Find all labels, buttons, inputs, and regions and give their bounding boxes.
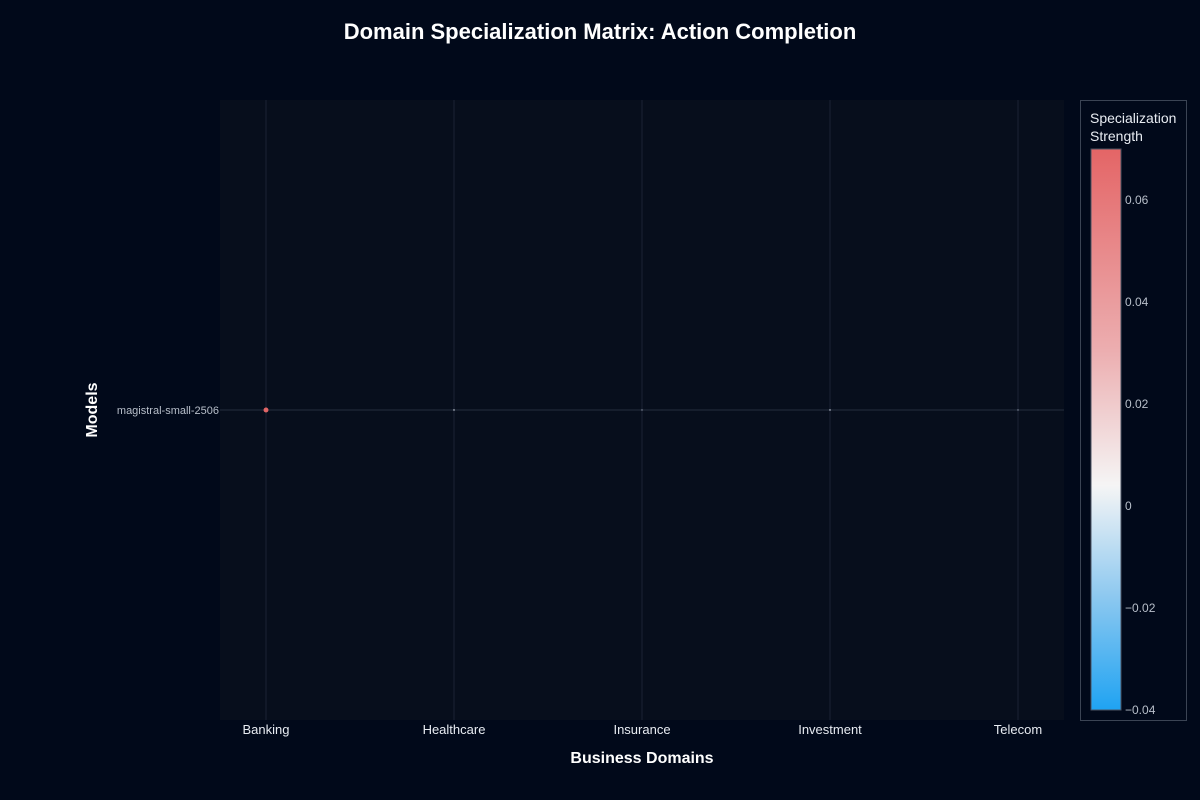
chart-title: Domain Specialization Matrix: Action Com… xyxy=(344,19,857,44)
x-axis-ticks: Banking Healthcare Insurance Investment Tele… xyxy=(243,722,1043,737)
colorbar-frame xyxy=(1080,100,1187,721)
x-axis-title: Business Domains xyxy=(570,750,713,767)
colorbar-tick-label: 0.04 xyxy=(1125,295,1149,309)
x-tick-label: Healthcare xyxy=(423,722,486,737)
data-point xyxy=(453,409,455,411)
x-tick-label: Insurance xyxy=(613,722,670,737)
x-tick-label: Banking xyxy=(243,722,290,737)
y-axis-ticks: magistral-small-2506 xyxy=(117,405,219,417)
data-point xyxy=(263,407,269,413)
colorbar-tick-label: 0.02 xyxy=(1125,397,1149,411)
colorbar-title-line-2: Strength xyxy=(1090,128,1143,144)
x-tick-label: Investment xyxy=(798,722,862,737)
colorbar-tick-label: −0.04 xyxy=(1125,703,1156,717)
data-point xyxy=(829,409,831,411)
colorbar-ticks: 0.06 0.04 0.02 0 −0.02 −0.04 xyxy=(1125,193,1156,717)
colorbar-tick-label: 0.06 xyxy=(1125,193,1149,207)
data-point xyxy=(1017,409,1019,411)
data-point xyxy=(641,409,643,411)
colorbar-tick-label: 0 xyxy=(1125,499,1132,513)
colorbar-tick-label: −0.02 xyxy=(1125,601,1156,615)
colorbar-gradient xyxy=(1090,148,1122,711)
colorbar: Specialization Strength 0.06 0.04 0.02 0 −0.… xyxy=(1080,100,1187,721)
y-axis-title: Models xyxy=(84,382,101,437)
data-points xyxy=(263,407,1019,413)
x-tick-label: Telecom xyxy=(994,722,1042,737)
y-tick-label: magistral-small-2506 xyxy=(117,405,219,417)
colorbar-title-line-1: Specialization xyxy=(1090,110,1176,126)
